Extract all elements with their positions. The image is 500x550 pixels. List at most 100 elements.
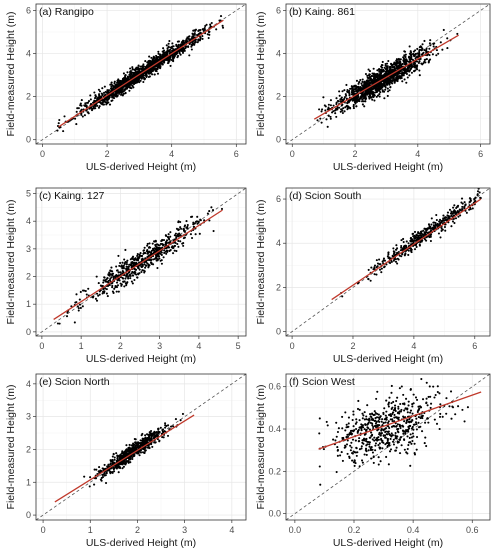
data-point (394, 431, 397, 435)
data-point (175, 236, 178, 239)
data-point (334, 112, 337, 115)
data-point (359, 79, 362, 82)
data-point (107, 91, 110, 94)
data-point (152, 60, 155, 63)
data-point (393, 416, 396, 419)
data-point (186, 223, 189, 227)
data-point (463, 207, 466, 210)
data-point (395, 425, 398, 428)
data-point (120, 462, 123, 465)
data-point (155, 54, 158, 57)
data-point (338, 106, 341, 109)
x-axis-title: ULS-derived Height (m) (86, 537, 196, 549)
data-point (420, 235, 423, 239)
data-point (94, 297, 97, 300)
data-point (132, 82, 135, 85)
data-point (361, 100, 364, 103)
data-point (97, 470, 100, 473)
y-tick-label: 1 (26, 477, 31, 487)
data-point (377, 87, 380, 90)
data-point (127, 265, 130, 268)
data-point (347, 416, 350, 419)
data-point (116, 457, 119, 460)
regression-line (53, 209, 223, 320)
data-point (90, 102, 93, 105)
data-point (90, 109, 94, 112)
data-point (351, 91, 354, 94)
data-point (405, 240, 408, 243)
data-point (360, 459, 364, 462)
data-point (410, 58, 413, 61)
data-point (164, 422, 167, 425)
data-point (406, 447, 409, 451)
data-point (157, 244, 160, 247)
data-point (188, 54, 191, 57)
data-point (123, 258, 126, 261)
data-point (79, 306, 82, 309)
data-point (411, 440, 414, 443)
data-point (421, 43, 424, 46)
data-point (391, 434, 394, 437)
data-point (409, 68, 412, 71)
data-point (439, 412, 442, 415)
x-tick-label: 4 (229, 525, 234, 535)
data-point (423, 60, 426, 63)
y-tick-label: 2 (276, 282, 281, 292)
data-point (372, 268, 375, 271)
data-point (365, 429, 368, 432)
data-point (416, 55, 419, 58)
data-point (181, 242, 184, 245)
data-point (182, 227, 185, 230)
data-point (147, 63, 150, 66)
data-point (430, 402, 433, 405)
data-point (350, 93, 353, 96)
data-point (153, 240, 156, 243)
data-point (448, 215, 451, 218)
data-point (146, 244, 149, 247)
data-point (126, 449, 129, 452)
data-point (116, 94, 119, 97)
data-point (446, 47, 449, 50)
data-point (142, 63, 145, 66)
data-point (352, 107, 355, 110)
y-tick-label: 4 (26, 49, 31, 59)
data-point (384, 430, 387, 434)
data-point (398, 387, 401, 390)
data-point (390, 64, 393, 67)
data-point (170, 58, 173, 62)
data-point (407, 69, 410, 72)
data-point (454, 413, 457, 416)
data-point (176, 40, 179, 43)
data-point (425, 397, 428, 400)
data-point (129, 86, 132, 89)
data-point (401, 71, 404, 74)
data-point (429, 234, 432, 237)
data-point (107, 96, 110, 100)
data-point (98, 290, 101, 293)
x-tick-label: 6 (234, 149, 239, 159)
data-point (157, 255, 160, 258)
data-point (385, 263, 388, 266)
data-point (369, 91, 372, 94)
data-point (153, 73, 156, 76)
data-point (385, 410, 388, 413)
data-point (364, 96, 367, 99)
y-tick-label: 4 (26, 379, 31, 389)
data-point (139, 252, 142, 255)
data-point (414, 421, 418, 424)
data-point (100, 476, 103, 480)
data-point (461, 202, 464, 205)
data-point (80, 113, 83, 116)
data-point (351, 85, 355, 88)
data-point (341, 111, 344, 115)
data-point (117, 92, 121, 95)
data-point (375, 266, 378, 269)
data-point (172, 425, 175, 428)
data-point (414, 52, 417, 55)
data-point (320, 121, 323, 124)
data-point (371, 438, 374, 441)
data-point (125, 261, 128, 264)
data-point (125, 77, 128, 80)
data-point (155, 67, 158, 70)
data-point (157, 50, 160, 53)
